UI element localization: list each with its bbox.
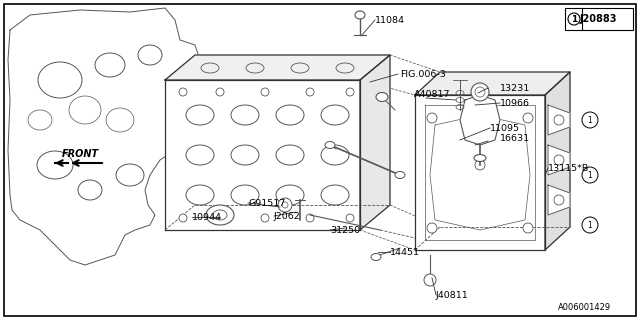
Circle shape [424, 274, 436, 286]
Circle shape [261, 214, 269, 222]
Text: J2062: J2062 [274, 212, 301, 220]
Circle shape [554, 195, 564, 205]
Bar [565, 8, 633, 30]
Text: 16631: 16631 [500, 133, 530, 142]
Text: 13115*B: 13115*B [548, 164, 589, 172]
Circle shape [179, 214, 187, 222]
Polygon shape [415, 72, 570, 95]
Text: FRONT: FRONT [61, 149, 99, 159]
Text: 10966: 10966 [500, 99, 530, 108]
Text: 1: 1 [588, 220, 593, 229]
Ellipse shape [474, 155, 486, 162]
Polygon shape [545, 72, 570, 250]
Polygon shape [8, 8, 175, 300]
Circle shape [427, 113, 437, 123]
Circle shape [554, 115, 564, 125]
Ellipse shape [371, 253, 381, 260]
Circle shape [568, 13, 580, 25]
Circle shape [346, 88, 354, 96]
Circle shape [179, 88, 187, 96]
Circle shape [475, 160, 485, 170]
Circle shape [523, 223, 533, 233]
Polygon shape [460, 95, 500, 145]
Text: A006001429: A006001429 [559, 303, 612, 312]
Circle shape [282, 202, 288, 208]
Ellipse shape [355, 11, 365, 19]
Circle shape [554, 155, 564, 165]
Circle shape [306, 214, 314, 222]
Text: J40811: J40811 [436, 291, 468, 300]
Ellipse shape [395, 172, 405, 179]
Circle shape [261, 88, 269, 96]
Circle shape [582, 112, 598, 128]
Text: 11095: 11095 [490, 124, 520, 132]
Polygon shape [548, 185, 570, 215]
Text: 10944: 10944 [192, 212, 222, 221]
Text: J20883: J20883 [579, 14, 617, 24]
Polygon shape [8, 8, 200, 265]
Polygon shape [165, 55, 390, 80]
Text: 1: 1 [588, 171, 593, 180]
Text: 31250: 31250 [330, 226, 360, 235]
Circle shape [523, 113, 533, 123]
Polygon shape [548, 145, 570, 175]
Circle shape [471, 83, 489, 101]
Text: G91517: G91517 [248, 198, 285, 207]
Polygon shape [415, 95, 545, 250]
Circle shape [278, 198, 292, 212]
Circle shape [346, 214, 354, 222]
Text: 14451: 14451 [390, 247, 420, 257]
Circle shape [216, 88, 224, 96]
Text: 1: 1 [588, 116, 593, 124]
Polygon shape [360, 55, 390, 230]
Text: FIG.006-3: FIG.006-3 [400, 69, 446, 78]
Circle shape [306, 88, 314, 96]
Circle shape [216, 214, 224, 222]
Ellipse shape [325, 141, 335, 148]
Text: 13231: 13231 [500, 84, 531, 92]
Ellipse shape [376, 92, 388, 101]
Text: A40817: A40817 [414, 90, 451, 99]
Circle shape [427, 223, 437, 233]
Ellipse shape [206, 205, 234, 225]
Polygon shape [548, 105, 570, 135]
Polygon shape [165, 80, 360, 230]
Circle shape [475, 87, 485, 97]
Text: 1: 1 [571, 14, 577, 23]
Circle shape [582, 167, 598, 183]
Text: 11084: 11084 [375, 15, 405, 25]
Circle shape [582, 217, 598, 233]
